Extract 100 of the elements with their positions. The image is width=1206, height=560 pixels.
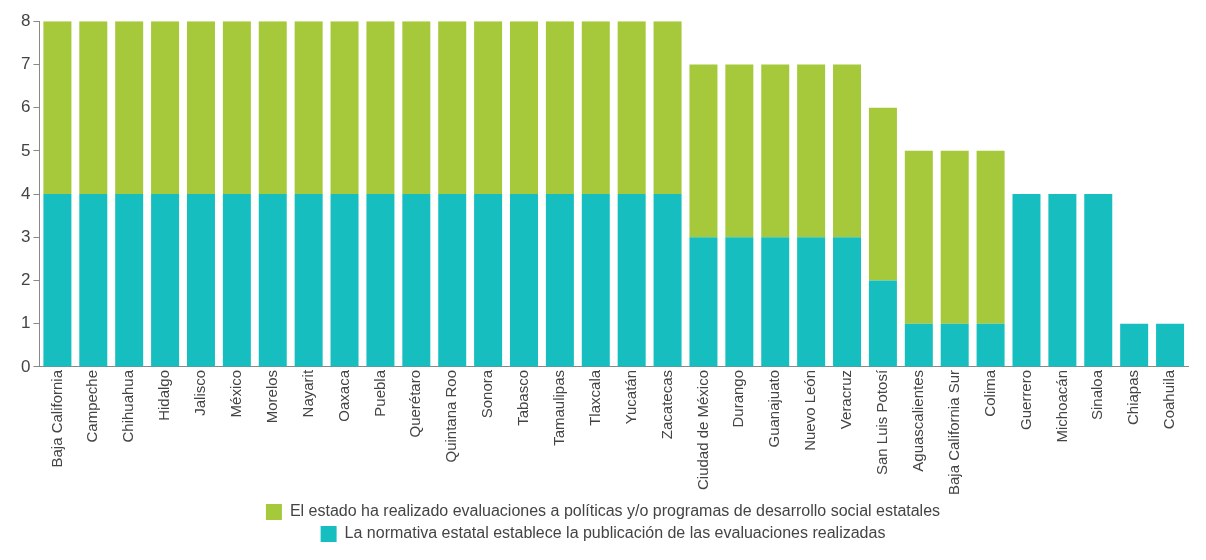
bar	[438, 21, 467, 195]
x-tick-label: Guanajuato	[765, 369, 783, 448]
bar	[258, 194, 287, 367]
x-tick-label: Yucatán	[621, 369, 639, 425]
bar	[402, 194, 431, 367]
bar	[186, 21, 215, 195]
bar	[617, 21, 646, 195]
y-tick-label: 7	[20, 54, 31, 74]
x-tick-label: Aguascalientes	[908, 369, 926, 472]
x-tick-label: Chiapas	[1124, 369, 1142, 425]
bar	[545, 194, 574, 367]
legend-label: El estado ha realizado evaluaciones a políticas y/o programas de desarrollo social estatales	[289, 502, 941, 520]
x-tick-label: Quintana Roo	[442, 369, 460, 463]
bar	[151, 194, 180, 367]
bar	[330, 194, 359, 367]
bar	[330, 21, 359, 195]
y-tick-label: 0	[20, 356, 31, 376]
bar	[976, 323, 1005, 367]
y-tick-label: 8	[20, 10, 31, 30]
x-tick-label: Tamaulipas	[550, 369, 568, 446]
x-tick-label: Oaxaca	[334, 369, 352, 422]
bar	[1084, 194, 1113, 367]
bar	[79, 21, 108, 195]
bar	[366, 194, 395, 367]
bar	[797, 64, 826, 238]
x-tick-label: Sonora	[478, 369, 496, 419]
x-tick-label: Veracruz	[837, 369, 855, 430]
bar	[474, 21, 503, 195]
bar	[151, 21, 180, 195]
bar	[222, 21, 251, 195]
bar	[833, 64, 862, 238]
x-tick-label: Hidalgo	[155, 369, 173, 421]
bar	[222, 194, 251, 367]
x-tick-label: Tabasco	[514, 369, 532, 426]
bar	[43, 21, 72, 195]
bar	[545, 21, 574, 195]
x-tick-label: Querétaro	[406, 369, 424, 438]
bar	[581, 21, 610, 195]
bar	[653, 194, 682, 367]
x-tick-label: Ciudad de México	[693, 369, 711, 491]
bar	[725, 237, 754, 367]
x-tick-label: Puebla	[370, 369, 388, 417]
y-tick-label: 4	[20, 183, 31, 203]
bar	[79, 194, 108, 367]
x-tick-label: Durango	[729, 369, 747, 428]
bar	[581, 194, 610, 367]
bar	[653, 21, 682, 195]
x-tick-label: Tlaxcala	[585, 369, 603, 426]
bar	[115, 21, 144, 195]
legend-label: La normativa estatal establece la publicación de las evaluaciones realizadas	[344, 524, 886, 542]
bar	[868, 107, 897, 281]
bar	[510, 194, 538, 367]
bar	[294, 194, 323, 367]
bar	[833, 237, 862, 367]
bar	[797, 237, 826, 367]
bar	[761, 64, 790, 238]
bar	[294, 21, 323, 195]
bar	[617, 194, 646, 367]
x-tick-label: México	[227, 369, 244, 418]
x-tick-label: Nuevo León	[801, 369, 819, 451]
bar	[510, 21, 538, 195]
bar	[868, 280, 897, 367]
y-tick-label: 1	[20, 313, 31, 333]
bar	[976, 150, 1005, 324]
x-tick-label: Nayarit	[298, 369, 316, 418]
y-tick-label: 5	[20, 140, 31, 160]
x-tick-label: Sinaloa	[1088, 369, 1106, 420]
bar	[258, 21, 287, 195]
bar	[474, 194, 503, 367]
bar	[402, 21, 431, 195]
bar	[438, 194, 467, 367]
bar	[186, 194, 215, 367]
x-tick-label: Baja California	[47, 369, 65, 468]
bar	[1156, 323, 1185, 367]
x-tick-label: Coahuila	[1160, 369, 1178, 430]
bar	[940, 323, 969, 367]
y-tick-label: 3	[20, 226, 31, 246]
x-tick-label: San Luis Potosí	[873, 369, 891, 476]
bar	[725, 64, 754, 238]
bar	[1120, 323, 1149, 367]
bar	[689, 64, 718, 238]
bar	[689, 237, 718, 367]
bar	[115, 194, 144, 367]
x-tick-label: Colima	[980, 369, 998, 417]
x-tick-label: Morelos	[262, 369, 280, 424]
bar	[43, 194, 72, 367]
bar	[366, 21, 395, 195]
bar	[904, 323, 933, 367]
bar	[761, 237, 790, 367]
bar	[904, 150, 933, 324]
x-tick-label: Campeche	[83, 369, 101, 443]
x-tick-label: Guerrero	[1016, 369, 1034, 430]
y-tick-label: 2	[20, 270, 31, 290]
x-tick-label: Zacatecas	[657, 369, 675, 440]
x-tick-label: Chihuahua	[119, 369, 137, 443]
y-tick-label: 6	[20, 97, 31, 117]
x-tick-label: Jalisco	[191, 369, 209, 416]
bar	[1048, 194, 1077, 367]
bar	[1012, 194, 1041, 367]
x-tick-label: Michoacán	[1052, 369, 1070, 443]
